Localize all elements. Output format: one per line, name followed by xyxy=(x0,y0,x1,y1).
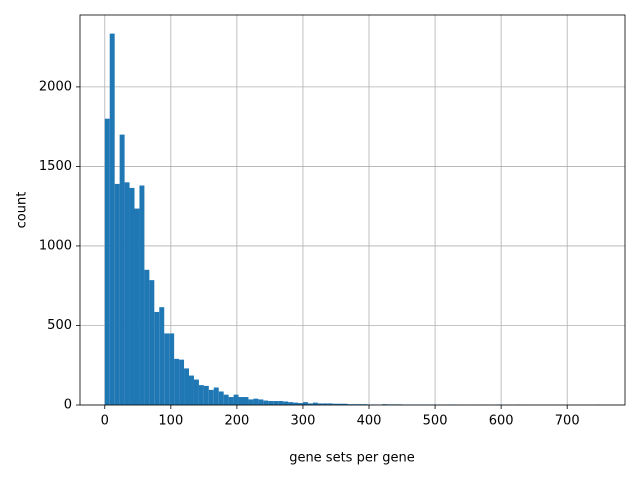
bar xyxy=(263,401,268,405)
bar xyxy=(159,307,164,405)
y-tick-label: 0 xyxy=(64,398,72,413)
bar xyxy=(268,401,273,405)
x-tick-label: 100 xyxy=(158,414,183,429)
y-axis-label: count xyxy=(15,192,30,229)
x-tick-label: 300 xyxy=(291,414,316,429)
bar xyxy=(239,397,244,405)
bar xyxy=(149,280,154,405)
bar xyxy=(224,395,229,405)
bar xyxy=(130,188,135,405)
bar xyxy=(110,34,115,405)
bar xyxy=(115,184,120,405)
bar xyxy=(184,368,189,405)
bar xyxy=(139,186,144,405)
bar xyxy=(169,333,174,405)
bar xyxy=(234,395,239,405)
y-tick-label: 1000 xyxy=(39,238,72,253)
bar xyxy=(244,397,249,405)
y-tick-label: 500 xyxy=(47,318,72,333)
bar xyxy=(164,333,169,405)
y-tick-label: 2000 xyxy=(39,79,72,94)
x-tick-label: 700 xyxy=(555,414,580,429)
x-tick-label: 400 xyxy=(357,414,382,429)
bar xyxy=(258,399,263,405)
bar xyxy=(229,397,234,405)
bar xyxy=(278,401,283,405)
bar xyxy=(219,391,224,405)
bar xyxy=(273,401,278,405)
x-tick-label: 200 xyxy=(224,414,249,429)
x-tick-label: 600 xyxy=(489,414,514,429)
bar xyxy=(303,402,308,405)
bar xyxy=(120,135,125,405)
bar xyxy=(105,119,110,405)
bar xyxy=(179,360,184,405)
x-tick-label: 500 xyxy=(423,414,448,429)
bar xyxy=(199,385,204,405)
bar xyxy=(194,380,199,405)
bar xyxy=(283,402,288,405)
bar xyxy=(214,388,219,405)
x-axis-label: gene sets per gene xyxy=(289,451,415,466)
bar xyxy=(154,312,159,405)
bar xyxy=(125,182,130,405)
bar xyxy=(135,209,140,405)
x-tick-label: 0 xyxy=(101,414,109,429)
bar xyxy=(248,399,253,405)
bar xyxy=(189,376,194,405)
bar xyxy=(174,359,179,405)
bar xyxy=(144,270,149,405)
bar xyxy=(204,386,209,405)
bar xyxy=(253,399,258,405)
bar xyxy=(209,390,214,405)
bar xyxy=(288,402,293,405)
y-tick-label: 1500 xyxy=(39,159,72,174)
